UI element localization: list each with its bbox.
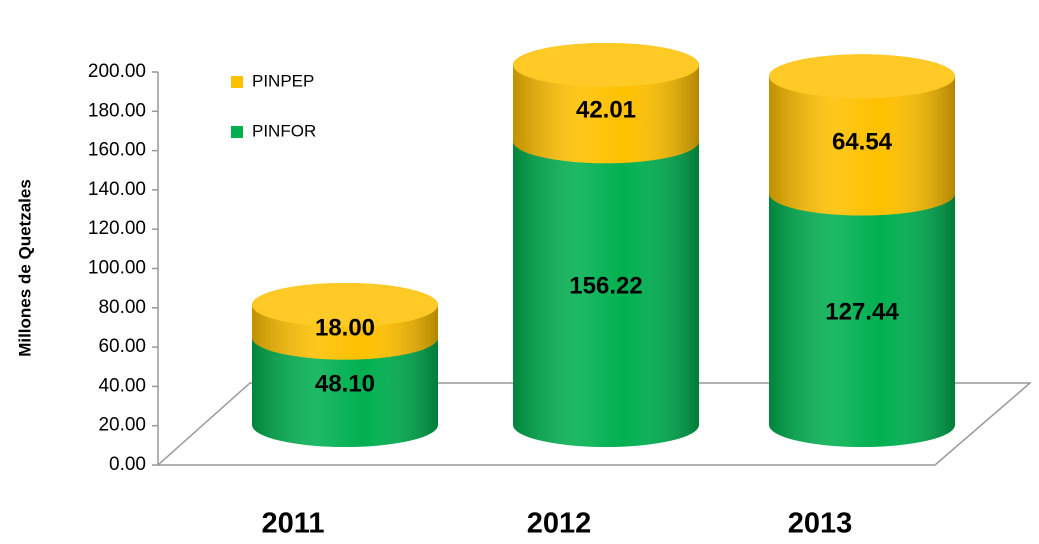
legend-label: PINPEP <box>252 71 314 90</box>
cylinder-shade <box>513 119 699 448</box>
value-label: 18.00 <box>315 315 375 342</box>
value-label: 127.44 <box>825 299 899 326</box>
cylinder-top <box>513 42 699 87</box>
legend-swatch <box>231 76 243 88</box>
y-tick-label: 0.00 <box>109 454 146 475</box>
cylinder-shade <box>769 171 955 447</box>
y-tick-label: 180.00 <box>88 100 146 121</box>
y-tick-label: 140.00 <box>88 179 146 200</box>
x-tick-label: 2011 <box>262 508 325 540</box>
value-label: 64.54 <box>832 128 893 155</box>
x-tick-label: 2012 <box>527 508 592 540</box>
cylinder-top-light <box>513 42 699 87</box>
y-tick-label: 60.00 <box>98 336 146 357</box>
legend-label: PINFOR <box>252 121 316 140</box>
y-axis-label: Millones de Quetzales <box>15 179 34 357</box>
y-tick-label: 200.00 <box>88 61 146 82</box>
cylinder-top <box>252 282 438 327</box>
y-tick-label: 120.00 <box>88 218 146 239</box>
y-tick-label: 160.00 <box>88 140 146 161</box>
y-tick-label: 100.00 <box>88 258 146 279</box>
floor <box>156 382 1033 466</box>
legend-swatch <box>231 126 243 138</box>
cylinder-top-light <box>252 282 438 327</box>
value-label: 42.01 <box>576 96 636 123</box>
y-tick-label: 20.00 <box>98 415 146 436</box>
cylinder-top-light <box>769 54 955 99</box>
y-tick-label: 80.00 <box>98 297 146 318</box>
value-label: 48.10 <box>315 371 375 398</box>
value-label: 156.22 <box>569 272 642 299</box>
x-tick-label: 2013 <box>788 508 853 540</box>
cylinder-top <box>769 54 955 99</box>
y-tick-label: 40.00 <box>98 375 146 396</box>
